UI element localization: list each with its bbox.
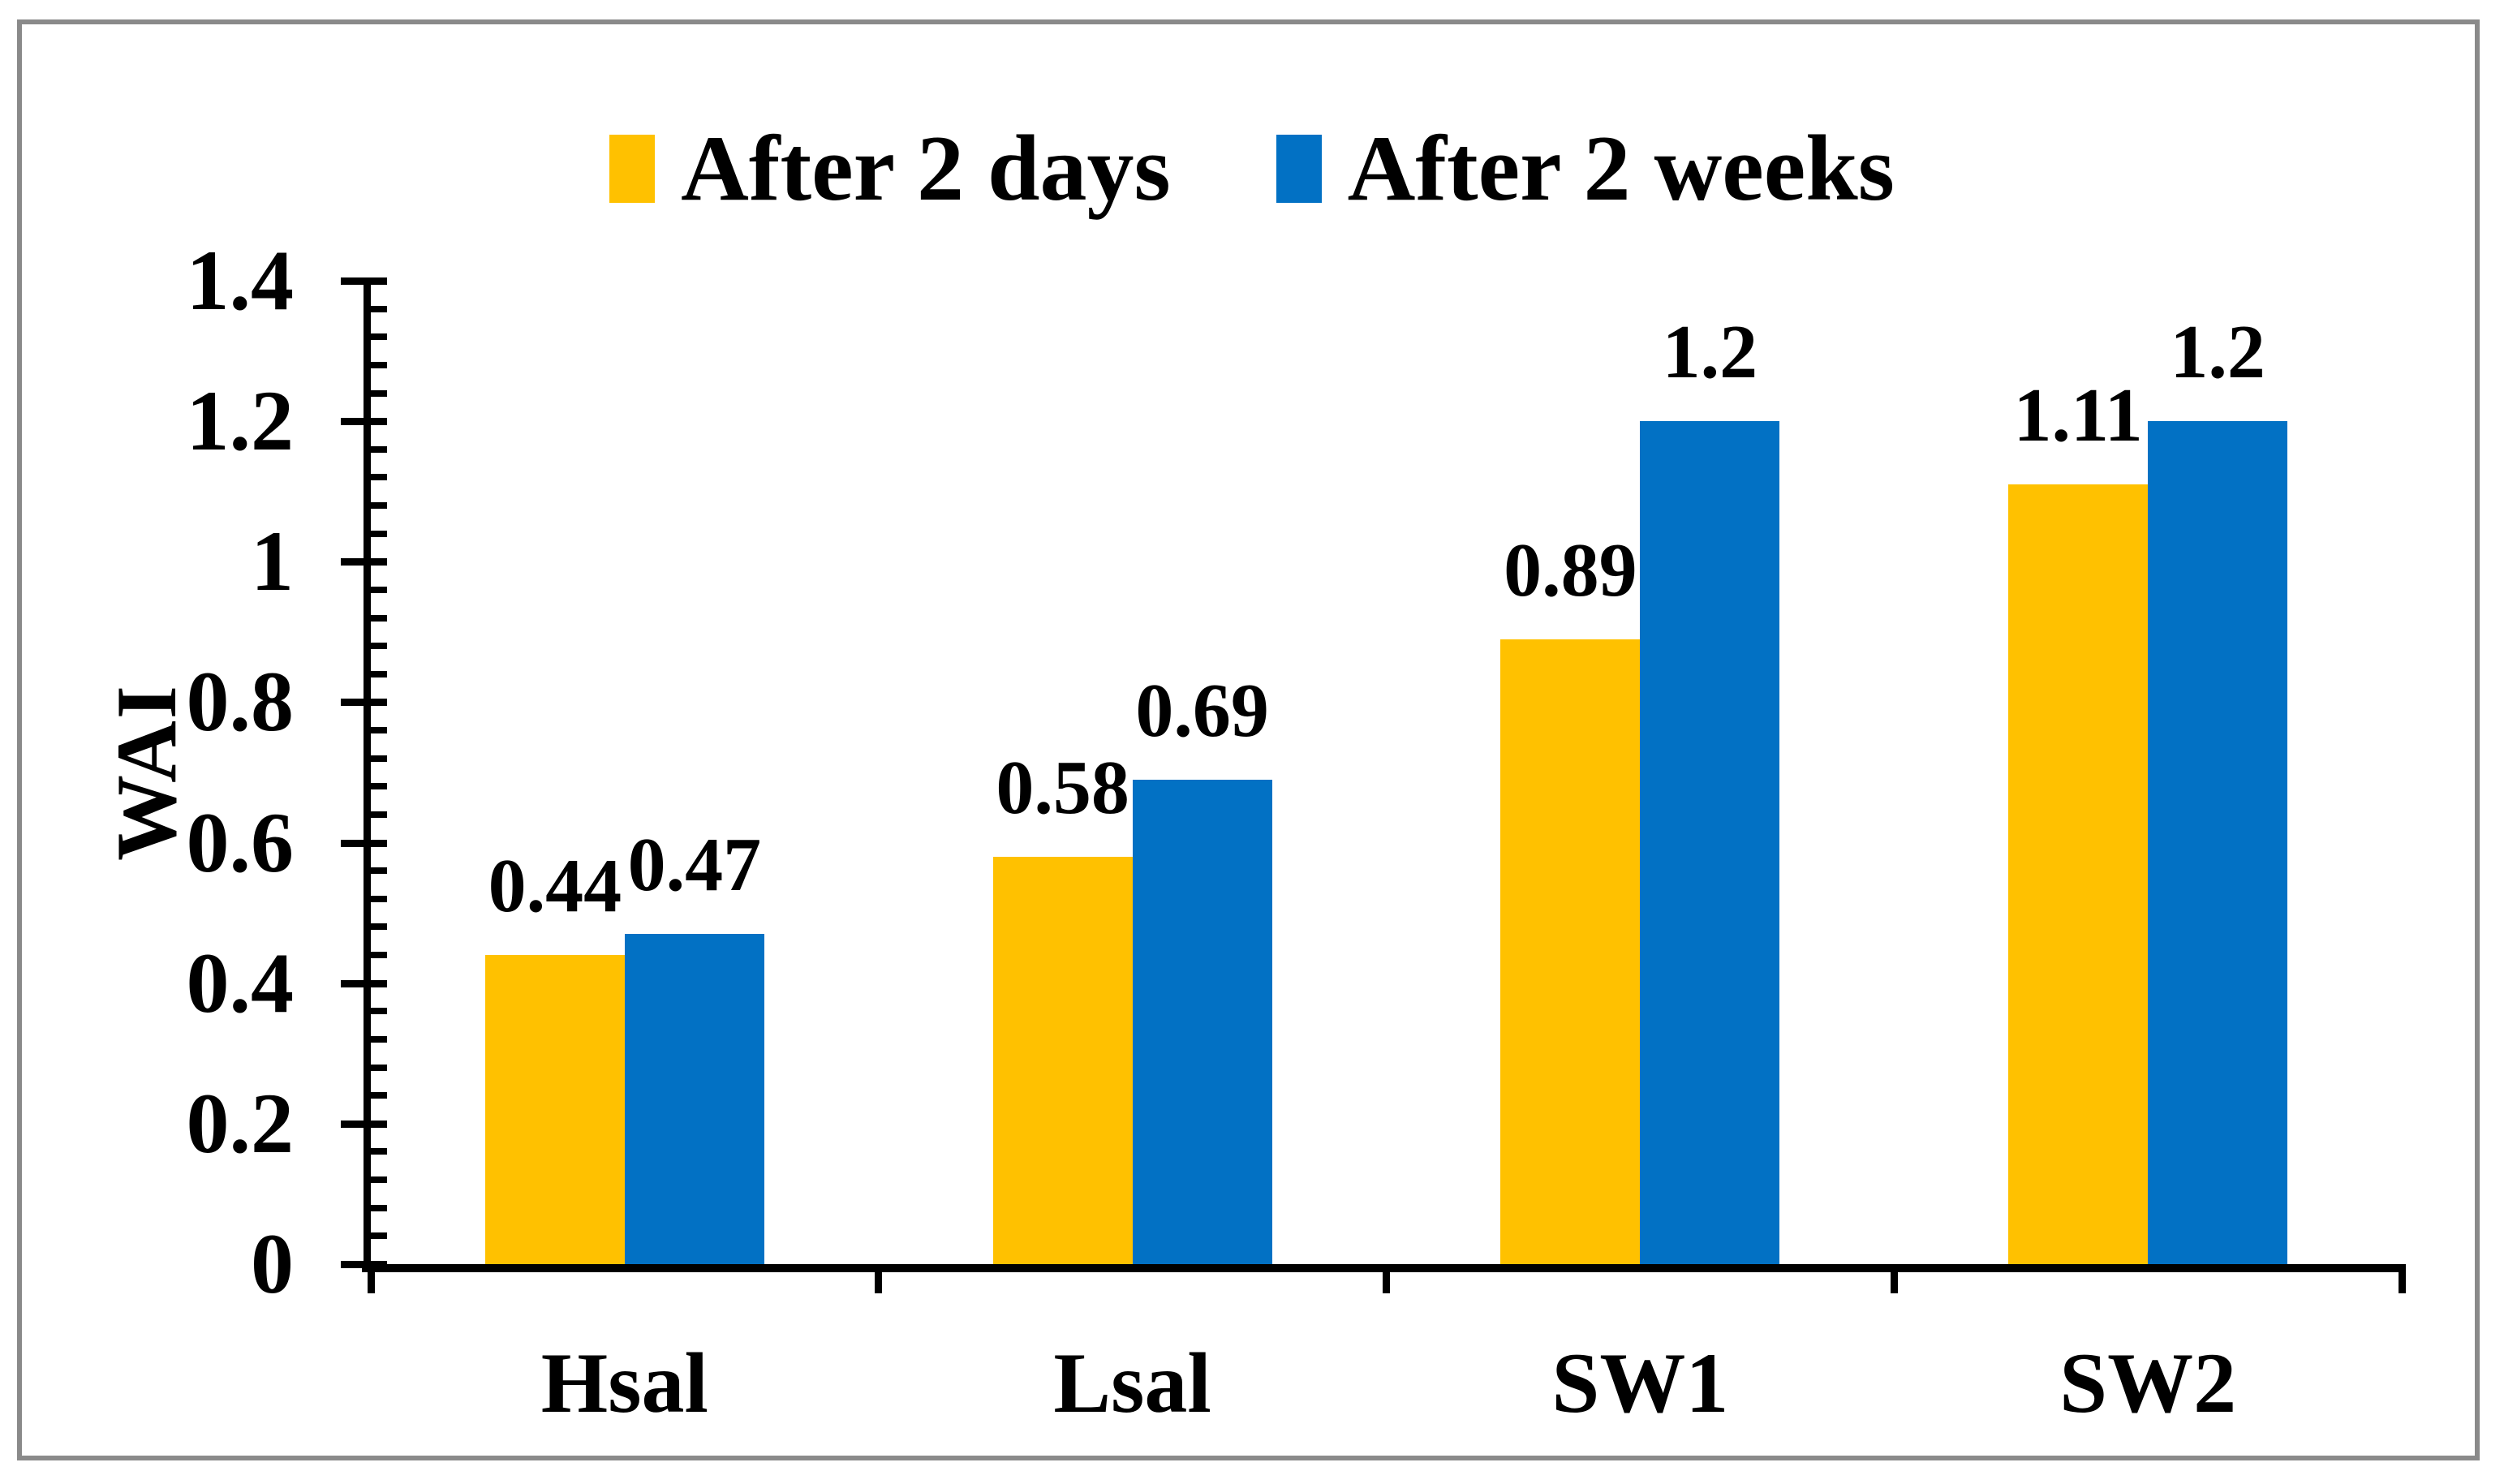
y-minor-tick bbox=[371, 867, 387, 875]
x-boundary-tick bbox=[2398, 1264, 2406, 1293]
y-tick-label: 1.4 bbox=[186, 233, 295, 328]
y-minor-tick bbox=[371, 1064, 387, 1071]
legend-item-after-2-days: After 2 days bbox=[609, 122, 1171, 216]
x-category-label-Lsal: Lsal bbox=[1053, 1336, 1211, 1430]
y-minor-tick bbox=[371, 389, 387, 397]
legend-swatch-after-2-days bbox=[609, 135, 656, 203]
x-category-label-Hsal: Hsal bbox=[540, 1336, 708, 1430]
y-minor-tick bbox=[371, 1092, 387, 1099]
y-minor-tick bbox=[371, 1035, 387, 1043]
y-tick-label: 1 bbox=[251, 514, 294, 609]
bar-SW2-after-2-days bbox=[2008, 484, 2149, 1264]
data-label-Lsal-after-2-days: 0.58 bbox=[996, 745, 1129, 830]
y-minor-tick bbox=[371, 952, 387, 959]
bar-Lsal-after-2-weeks bbox=[1132, 779, 1272, 1264]
y-minor-tick bbox=[371, 727, 387, 734]
legend-swatch-after-2-weeks bbox=[1276, 135, 1322, 203]
y-minor-tick bbox=[371, 1204, 387, 1211]
y-major-tick bbox=[341, 839, 387, 847]
data-label-SW2-after-2-weeks: 1.2 bbox=[2170, 310, 2265, 395]
y-tick-label: 0.2 bbox=[186, 1075, 295, 1171]
data-label-SW1-after-2-days: 0.89 bbox=[1504, 527, 1637, 613]
x-boundary-tick bbox=[1383, 1264, 1390, 1293]
y-minor-tick bbox=[371, 895, 387, 902]
x-category-label-SW1: SW1 bbox=[1551, 1336, 1729, 1430]
y-minor-tick bbox=[371, 474, 387, 481]
legend-label-after-2-days: After 2 days bbox=[681, 117, 1171, 221]
bar-Hsal-after-2-days bbox=[484, 955, 625, 1264]
y-minor-tick bbox=[371, 755, 387, 762]
data-label-Hsal-after-2-days: 0.44 bbox=[488, 844, 622, 929]
y-minor-tick bbox=[371, 1176, 387, 1184]
y-minor-tick bbox=[371, 1008, 387, 1015]
y-major-tick bbox=[341, 979, 387, 987]
bar-Lsal-after-2-days bbox=[992, 856, 1133, 1264]
legend-label-after-2-weeks: After 2 weeks bbox=[1347, 117, 1895, 221]
data-label-SW2-after-2-days: 1.11 bbox=[2013, 373, 2143, 458]
y-major-tick bbox=[341, 699, 387, 707]
y-minor-tick bbox=[371, 586, 387, 593]
x-boundary-tick bbox=[367, 1264, 375, 1293]
y-minor-tick bbox=[371, 445, 387, 453]
bar-SW1-after-2-weeks bbox=[1640, 421, 1780, 1264]
y-minor-tick bbox=[371, 783, 387, 790]
y-major-tick bbox=[341, 558, 387, 566]
data-label-SW1-after-2-weeks: 1.2 bbox=[1662, 310, 1758, 395]
data-label-Hsal-after-2-weeks: 0.47 bbox=[627, 823, 762, 908]
y-major-tick bbox=[341, 1261, 387, 1268]
y-major-tick bbox=[341, 418, 387, 426]
y-tick-label: 0 bbox=[251, 1216, 294, 1311]
y-minor-tick bbox=[371, 333, 387, 341]
data-label-Lsal-after-2-weeks: 0.69 bbox=[1135, 668, 1269, 753]
y-tick-label: 0.4 bbox=[186, 935, 295, 1030]
legend-item-after-2-weeks: After 2 weeks bbox=[1276, 122, 1895, 216]
bar-SW2-after-2-weeks bbox=[2148, 421, 2288, 1264]
y-major-tick bbox=[341, 277, 387, 285]
y-minor-tick bbox=[371, 502, 387, 510]
y-minor-tick bbox=[371, 614, 387, 622]
y-minor-tick bbox=[371, 670, 387, 677]
y-tick-label: 0.8 bbox=[186, 654, 295, 750]
x-boundary-tick bbox=[875, 1264, 883, 1293]
x-boundary-tick bbox=[1890, 1264, 1898, 1293]
y-minor-tick bbox=[371, 1232, 387, 1240]
y-minor-tick bbox=[371, 923, 387, 931]
y-minor-tick bbox=[371, 643, 387, 650]
bar-Hsal-after-2-weeks bbox=[624, 934, 764, 1264]
y-minor-tick bbox=[371, 361, 387, 368]
chart-border-frame bbox=[17, 19, 2480, 1460]
y-major-tick bbox=[341, 1120, 387, 1128]
y-axis-line bbox=[364, 277, 371, 1272]
y-minor-tick bbox=[371, 530, 387, 537]
y-minor-tick bbox=[371, 811, 387, 818]
y-minor-tick bbox=[371, 1148, 387, 1155]
y-tick-label: 0.6 bbox=[186, 794, 295, 890]
bar-SW1-after-2-days bbox=[1500, 639, 1641, 1264]
x-category-label-SW2: SW2 bbox=[2059, 1336, 2237, 1430]
y-minor-tick bbox=[371, 305, 387, 312]
legend: After 2 days After 2 weeks bbox=[0, 122, 2504, 216]
y-tick-label: 1.2 bbox=[186, 373, 295, 469]
